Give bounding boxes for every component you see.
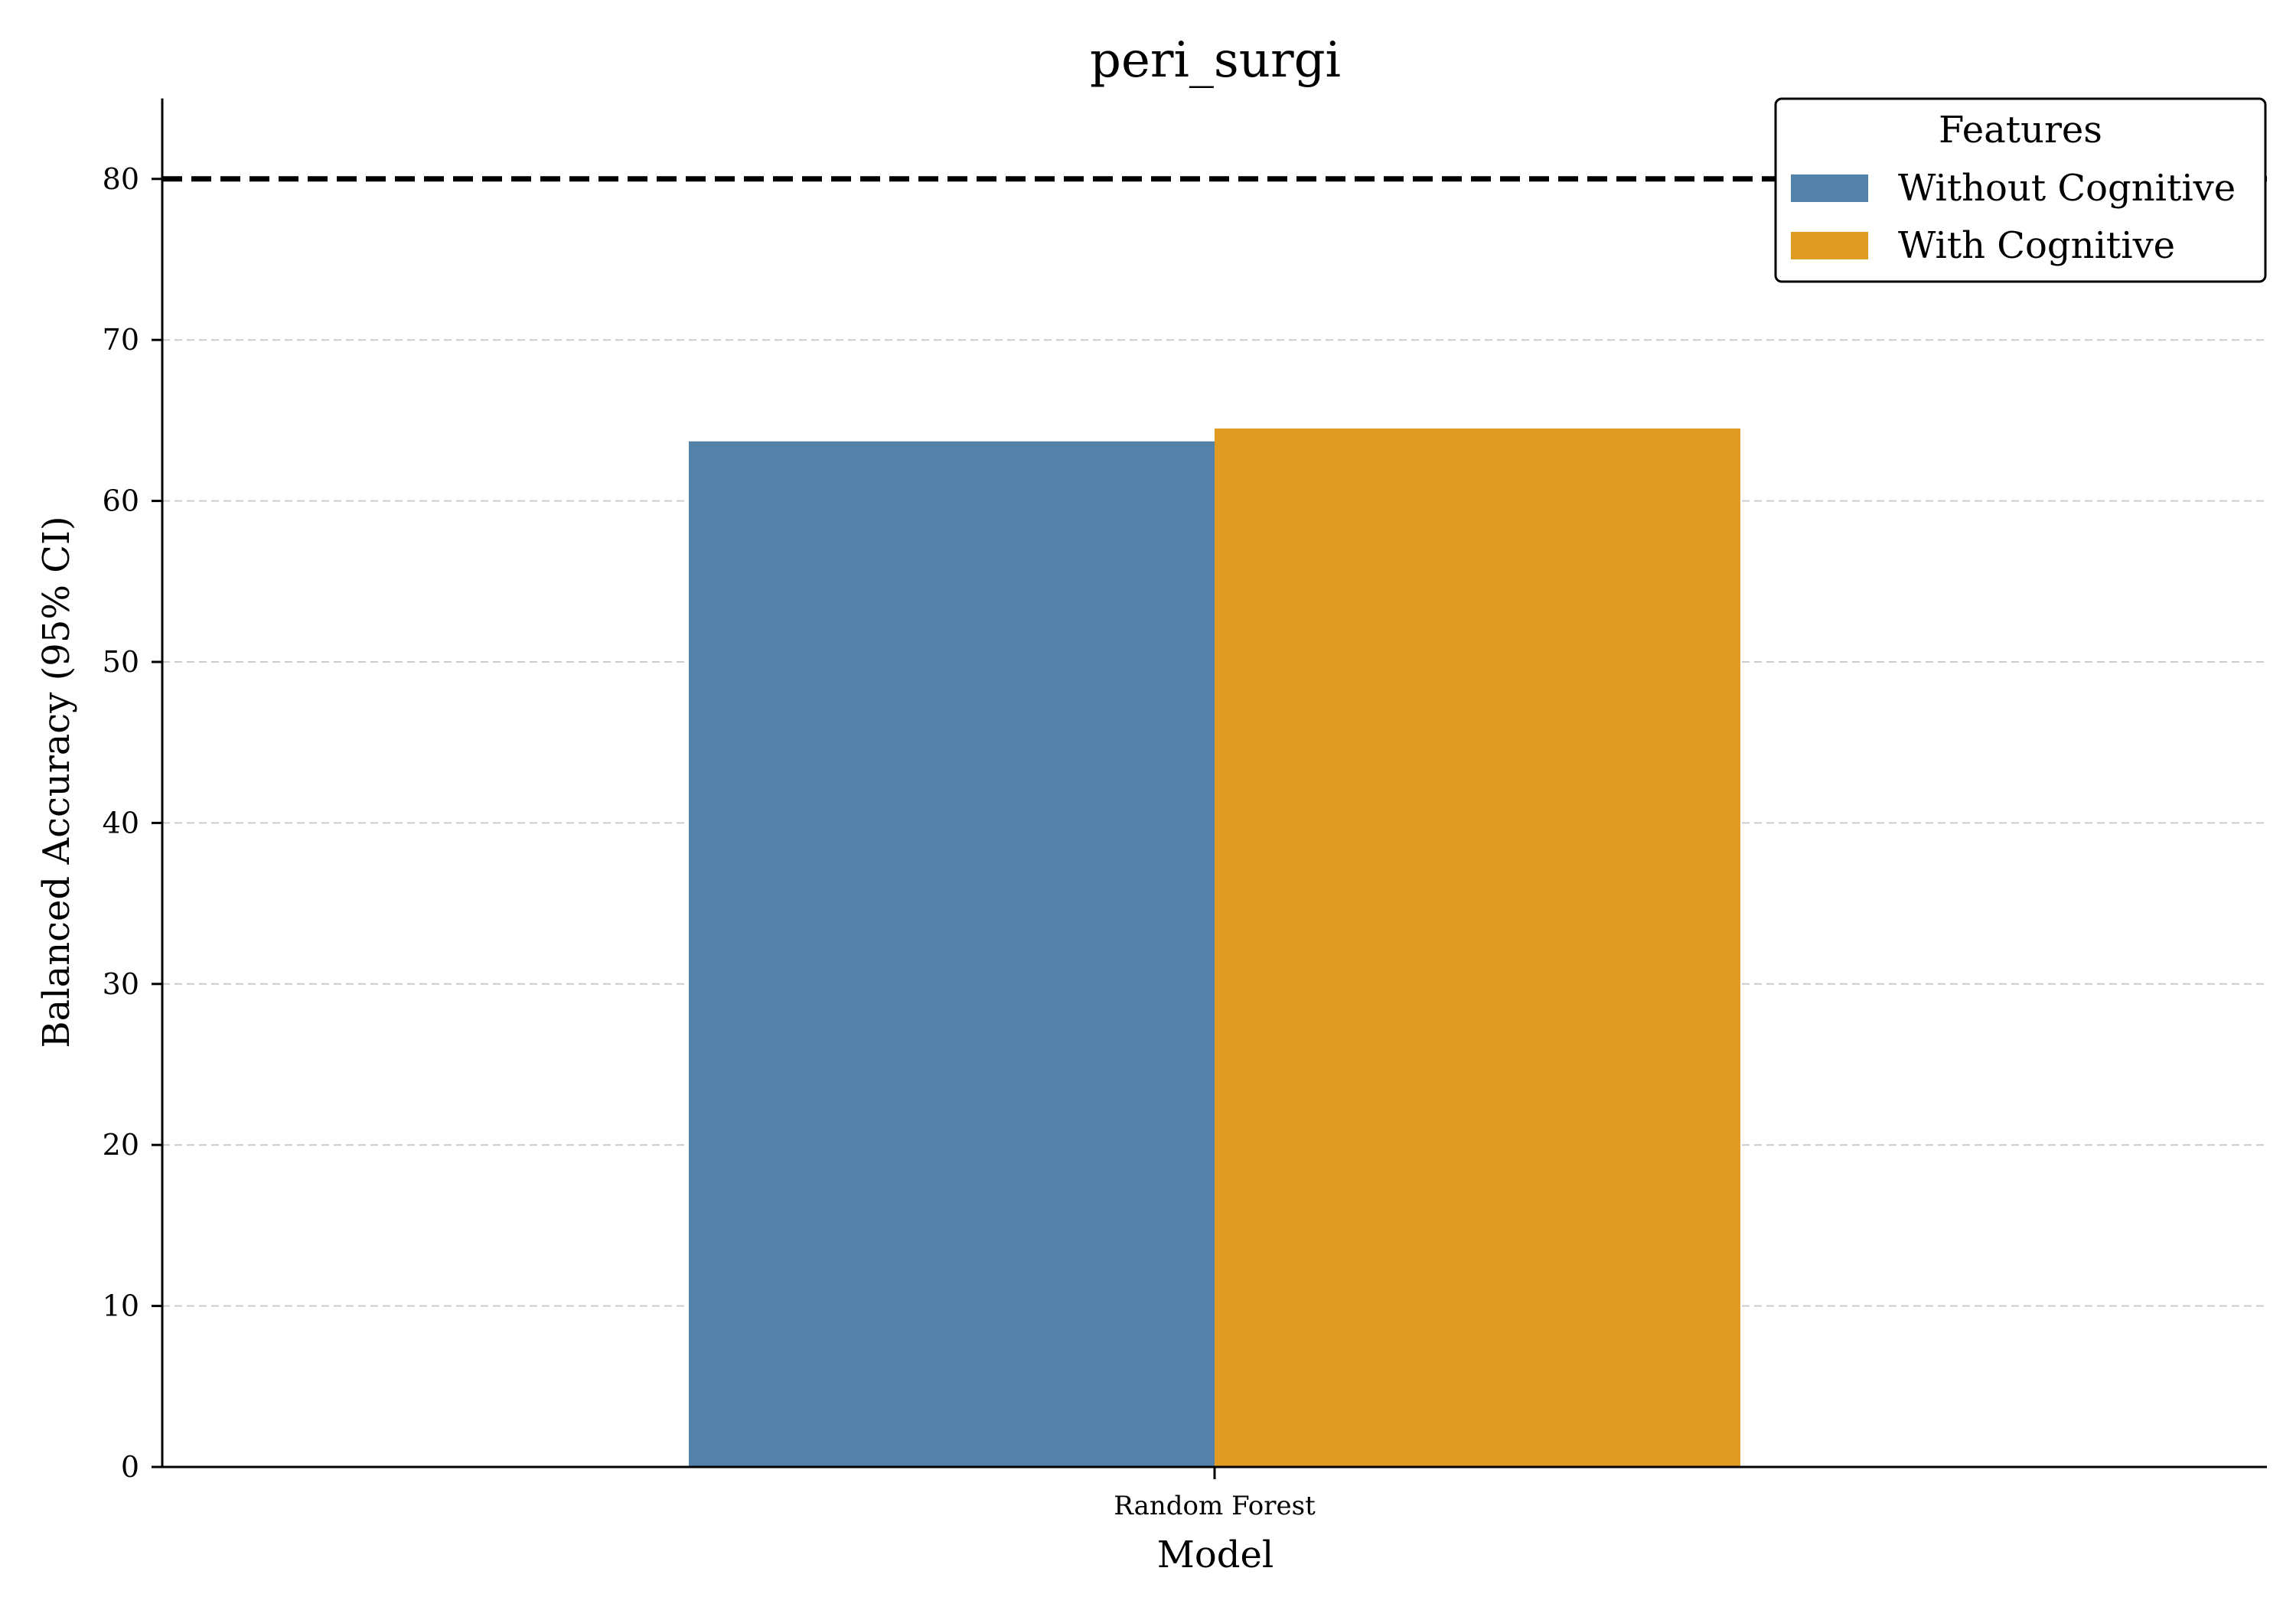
legend-label-with-cognitive: With Cognitive	[1898, 224, 2175, 267]
legend-label-without-cognitive: Without Cognitive	[1898, 167, 2236, 210]
bars	[689, 428, 1740, 1468]
legend-frame	[1774, 97, 2267, 283]
legend-swatch-without-cognitive	[1791, 174, 1868, 202]
y-tick-label: 70	[103, 323, 139, 357]
y-tick-label: 60	[103, 484, 139, 518]
y-tick-label: 40	[103, 806, 139, 839]
bar-without-cognitive	[689, 441, 1215, 1468]
y-tick-label: 10	[103, 1289, 139, 1323]
legend-swatch-with-cognitive	[1791, 232, 1868, 259]
x-axis-title: Model	[1157, 1534, 1274, 1576]
y-tick-label: 20	[103, 1128, 139, 1162]
y-gridlines	[162, 339, 2267, 1307]
y-tick-label: 30	[103, 967, 139, 1001]
chart-title: peri_surgi	[1090, 32, 1341, 89]
legend-title: Features	[1939, 109, 2102, 152]
y-tick-label: 0	[121, 1450, 139, 1484]
bar-with-cognitive	[1215, 428, 1740, 1468]
y-ticks: 0 10 20 30 40 50 60 70 80	[103, 162, 162, 1484]
y-tick-label: 80	[103, 162, 139, 196]
x-ticks: Random Forest	[1114, 1467, 1316, 1521]
y-axis-title: Balanced Accuracy (95% CI)	[35, 516, 78, 1048]
legend: Features Without Cognitive With Cognitiv…	[1774, 97, 2267, 283]
y-tick-label: 50	[103, 645, 139, 679]
x-tick-label: Random Forest	[1114, 1491, 1316, 1521]
